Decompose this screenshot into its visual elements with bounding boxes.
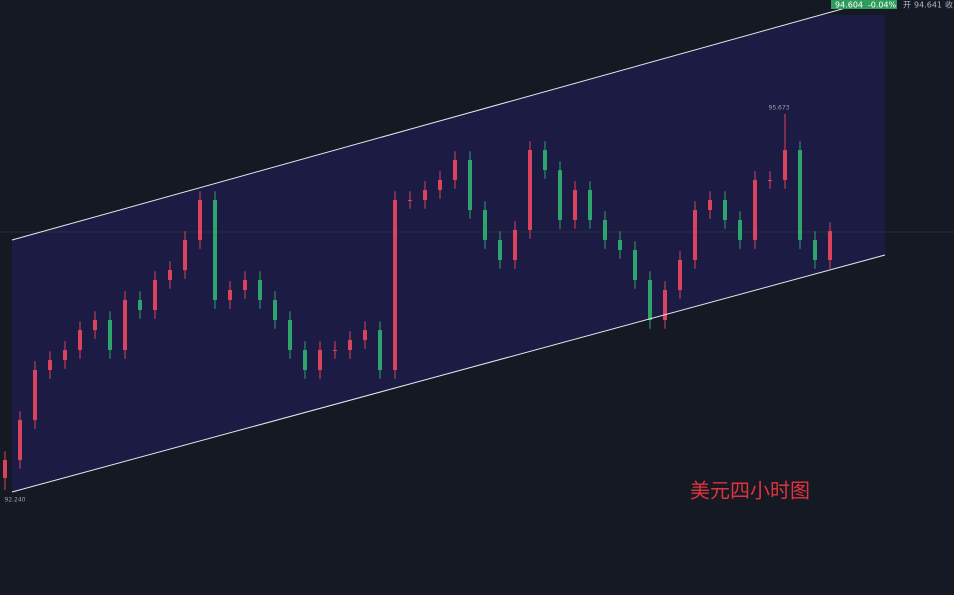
candle-body: [678, 259, 682, 290]
open-value: 94.641: [914, 1, 942, 10]
change: -0.04%: [868, 1, 897, 10]
candle-body: [123, 300, 127, 351]
price-badge: [831, 0, 868, 9]
candle-body: [213, 199, 217, 301]
channel-upper: [11, 3, 861, 241]
candle-body: [468, 160, 472, 211]
candle-body: [153, 280, 157, 311]
candle-body: [453, 160, 457, 181]
candle-body: [243, 280, 247, 290]
candle-body: [708, 199, 712, 211]
candle-body: [48, 360, 52, 371]
candle-body: [93, 320, 97, 331]
last-price: 94.604: [835, 1, 863, 10]
candle-body: [603, 220, 607, 241]
candle-body: [63, 350, 67, 361]
candle-body: [168, 270, 172, 281]
max-label: 95.673: [769, 105, 790, 112]
candle-body: [228, 289, 232, 301]
candle-body: [648, 280, 652, 321]
candle-body: [258, 280, 262, 301]
candle-body: [618, 240, 622, 251]
candle-body: [288, 320, 292, 351]
candle-body: [543, 150, 547, 171]
channel-lower: [11, 254, 886, 493]
candle-body: [138, 300, 142, 311]
candle-body: [78, 330, 82, 351]
candle-body: [573, 190, 577, 221]
candle-body: [273, 300, 277, 321]
candle-body: [633, 250, 637, 281]
candle-body: [663, 289, 667, 321]
candle-body: [333, 350, 337, 352]
candle-body: [438, 180, 442, 191]
candle-body: [693, 210, 697, 260]
channel-fill: [12, 15, 885, 492]
candle-body: [303, 350, 307, 371]
candle-body: [408, 199, 412, 201]
candle-body: [588, 190, 592, 221]
annotation: 美元四小时图: [690, 479, 810, 503]
candle-body: [198, 199, 202, 241]
open-label: 开: [903, 1, 911, 10]
candle-body: [528, 150, 532, 230]
candle-body: [378, 330, 382, 371]
candle-body: [558, 170, 562, 221]
candles: [3, 114, 832, 490]
candle-body: [828, 231, 832, 260]
candle-body: [483, 210, 487, 241]
min-label: 92.240: [5, 496, 26, 503]
candle-body: [108, 320, 112, 351]
candle-body: [723, 199, 727, 221]
candle-body: [513, 229, 517, 260]
candle-body: [348, 340, 352, 351]
candle-body: [33, 370, 37, 421]
change-badge: [868, 0, 897, 9]
candle-body: [753, 180, 757, 241]
candle-body: [393, 199, 397, 371]
candle-body: [798, 150, 802, 241]
candle-body: [738, 220, 742, 241]
candle-body: [363, 330, 367, 341]
candle-body: [813, 240, 817, 260]
candle-body: [183, 240, 187, 271]
candle-body: [3, 460, 7, 478]
candle-body: [18, 420, 22, 461]
candle-body: [768, 180, 772, 182]
candle-body: [318, 350, 322, 371]
candle-body: [423, 190, 427, 200]
candle-body: [498, 240, 502, 260]
close-label: 收: [945, 0, 953, 10]
candle-body: [783, 150, 787, 181]
